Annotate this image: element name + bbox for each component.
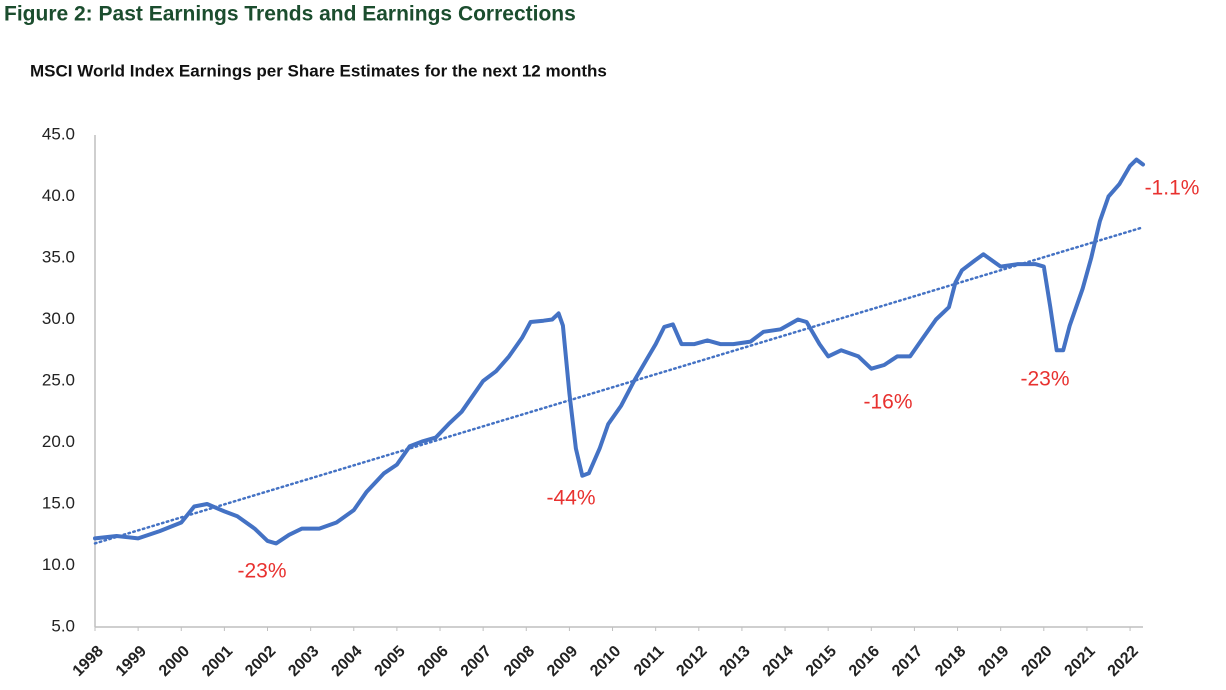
x-tick-label: 2006 [415,643,452,680]
x-tick-label: 2013 [717,643,754,680]
y-tick-label: 35.0 [42,247,75,266]
annotation: -44% [546,487,595,510]
y-tick-label: 40.0 [42,186,75,205]
x-tick-label: 2018 [932,643,969,680]
x-tick-label: 2022 [1105,643,1142,680]
data-line [93,157,1145,546]
x-tick-label: 2010 [587,643,624,680]
x-tick-label: 1998 [70,643,107,680]
chart-title: Figure 2: Past Earnings Trends and Earni… [4,3,576,26]
x-tick-label: 2016 [846,643,883,680]
x-tick-label: 2014 [760,643,797,680]
x-tick-label: 2002 [242,643,279,680]
x-tick-label: 2015 [803,643,840,680]
x-tick-label: 2008 [501,643,538,680]
annotation: -23% [1020,368,1069,391]
annotation: -16% [863,391,912,414]
y-tick-label: 10.0 [42,555,75,574]
x-tick-label: 2007 [458,643,495,680]
x-tick-label: 2004 [328,643,365,680]
annotation: -23% [237,560,286,583]
x-tick-label: 2021 [1062,643,1099,680]
x-tick-label: 2011 [631,643,668,680]
chart-subtitle: MSCI World Index Earnings per Share Esti… [30,61,607,80]
x-tick-label: 2020 [1018,643,1055,680]
y-tick-label: 25.0 [42,370,75,389]
y-tick-label: 45.0 [42,124,75,143]
x-tick-label: 2009 [544,643,581,680]
x-tick-label: 2000 [156,643,193,680]
x-tick-label: 2019 [975,643,1012,680]
y-tick-label: 30.0 [42,309,75,328]
y-tick-label: 5.0 [51,616,75,635]
x-tick-label: 2003 [285,643,322,680]
x-tick-label: 2001 [199,643,236,680]
x-tick-label: 2005 [372,643,409,680]
annotation: -1.1% [1145,177,1200,200]
x-tick-label: 1999 [113,643,150,680]
y-tick-label: 20.0 [42,432,75,451]
x-tick-label: 2017 [889,643,926,680]
y-tick-label: 15.0 [42,493,75,512]
x-tick-label: 2012 [673,643,710,680]
trend-line [93,226,1145,545]
